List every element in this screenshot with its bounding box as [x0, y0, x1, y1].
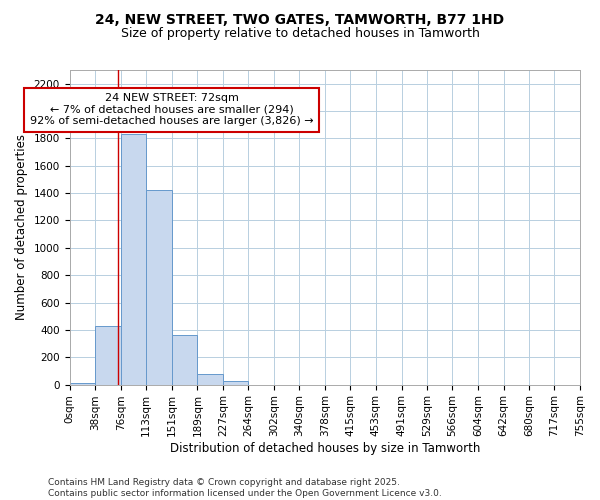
Bar — [146, 190, 172, 384]
Bar — [121, 134, 146, 384]
Text: Contains HM Land Registry data © Crown copyright and database right 2025.
Contai: Contains HM Land Registry data © Crown c… — [48, 478, 442, 498]
Bar — [197, 374, 223, 384]
Bar — [95, 326, 121, 384]
X-axis label: Distribution of detached houses by size in Tamworth: Distribution of detached houses by size … — [170, 442, 480, 455]
Text: 24, NEW STREET, TWO GATES, TAMWORTH, B77 1HD: 24, NEW STREET, TWO GATES, TAMWORTH, B77… — [95, 12, 505, 26]
Bar — [70, 383, 95, 384]
Bar — [223, 381, 248, 384]
Bar — [172, 336, 197, 384]
Text: Size of property relative to detached houses in Tamworth: Size of property relative to detached ho… — [121, 28, 479, 40]
Text: 24 NEW STREET: 72sqm
← 7% of detached houses are smaller (294)
92% of semi-detac: 24 NEW STREET: 72sqm ← 7% of detached ho… — [30, 94, 313, 126]
Y-axis label: Number of detached properties: Number of detached properties — [15, 134, 28, 320]
